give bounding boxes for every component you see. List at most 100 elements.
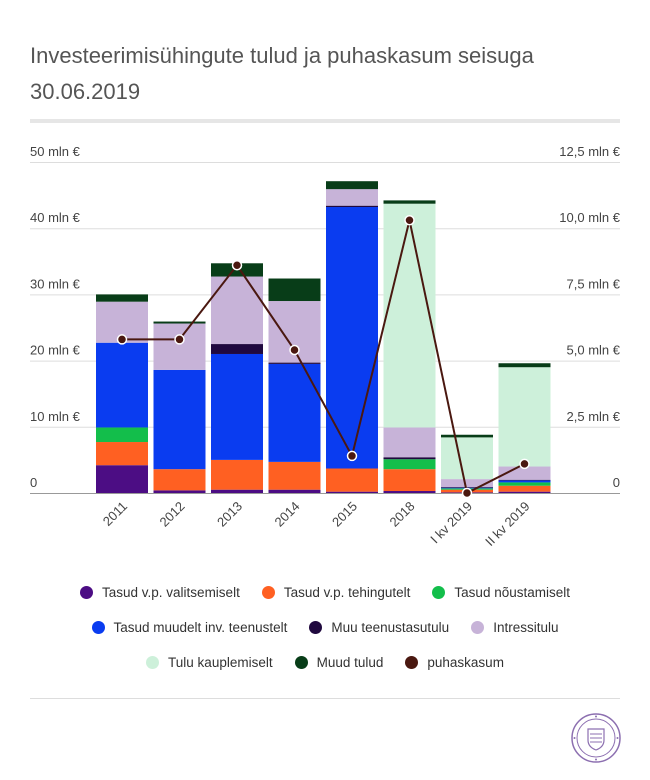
- legend: Tasud v.p. valitsemiselt Tasud v.p. tehin…: [30, 575, 620, 680]
- line-point: [116, 334, 128, 345]
- bar-segment: [211, 489, 263, 493]
- series-line-puhaskasum: [122, 220, 525, 495]
- bar-segment: [441, 434, 493, 438]
- legend-item: Tasud v.p. tehingutelt: [261, 585, 411, 600]
- legend-swatch: [405, 656, 419, 669]
- bar-segment: [498, 367, 551, 467]
- seal-logo-icon: [571, 713, 621, 763]
- bar-segment: [383, 203, 436, 428]
- bar-segment: [383, 459, 436, 470]
- bar-segment: [268, 363, 321, 462]
- legend-item: Tasud v.p. valitsemiselt: [80, 585, 240, 600]
- bar-segment: [96, 294, 148, 302]
- legend-label: Tasud nõustamiselt: [454, 585, 570, 600]
- bar-segment: [326, 491, 378, 493]
- legend-label: Tasud muudelt inv. teenustelt: [113, 620, 288, 635]
- bar-segment: [498, 491, 551, 493]
- legend-item: Tasud muudelt inv. teenustelt: [91, 620, 288, 635]
- bar-segment: [96, 465, 148, 493]
- chart-title: Investeerimisühingute tulud ja puhaskasu…: [30, 43, 534, 104]
- legend-label: Tasud v.p. valitsemiselt: [102, 585, 240, 600]
- line-point: [461, 487, 473, 499]
- legend-row: Tasud muudelt inv. teenustelt Muu teenust…: [30, 610, 620, 645]
- line-point: [231, 260, 243, 271]
- bar-segment: [153, 490, 206, 493]
- legend-swatch: [91, 621, 105, 634]
- bar-segment: [211, 276, 263, 345]
- bar-segment: [326, 205, 378, 208]
- bottom-divider: [30, 698, 620, 699]
- bar-segment: [498, 480, 551, 483]
- bar-segment: [153, 321, 206, 324]
- bar-segment: [383, 469, 436, 492]
- legend-swatch: [432, 586, 446, 599]
- legend-item: Tulu kauplemiselt: [146, 655, 273, 670]
- y-tick-label: 0: [30, 475, 37, 490]
- bar-segment: [383, 427, 436, 458]
- y-tick-label: 50 mln €: [30, 144, 81, 159]
- legend-label: Tasud v.p. tehingutelt: [283, 585, 411, 600]
- x-tick-label: 2012: [157, 499, 188, 530]
- line-point: [519, 458, 530, 470]
- x-tick-label: 2014: [272, 499, 303, 530]
- bar-segment: [211, 353, 263, 460]
- bar-segment: [153, 469, 206, 491]
- bar-segment: [96, 427, 148, 443]
- x-tick-label: 2013: [214, 499, 245, 530]
- bar-segment: [153, 369, 206, 470]
- bar-segment: [441, 487, 493, 488]
- bar-segment: [441, 479, 493, 488]
- bar-segment: [383, 200, 436, 204]
- y-tick-label: 10 mln €: [30, 409, 81, 424]
- bar-segment: [326, 181, 378, 190]
- bar-segment: [326, 189, 378, 206]
- y2-tick-label: 12,5 mln €: [559, 144, 620, 159]
- x-tick-label: I kv 2019: [427, 499, 475, 547]
- x-tick-label: 2011: [100, 499, 130, 529]
- legend-swatch: [309, 621, 323, 634]
- bar-segment: [498, 363, 551, 368]
- bar-segment: [211, 344, 263, 354]
- bar-segment: [268, 278, 321, 302]
- legend-swatch: [261, 586, 275, 599]
- legend-label: Intressitulu: [493, 620, 559, 635]
- bar-segment: [326, 468, 378, 492]
- legend-item: puhaskasum: [405, 655, 504, 670]
- legend-swatch: [80, 586, 94, 599]
- y2-tick-label: 10,0 mln €: [559, 210, 620, 225]
- x-tick-label: II kv 2019: [482, 499, 532, 549]
- bar-segment: [498, 482, 551, 486]
- bar-segment: [96, 442, 148, 466]
- bar-segment: [441, 437, 493, 480]
- line-point: [404, 215, 415, 226]
- bar-segment: [498, 485, 551, 492]
- legend-item: Muu teenustasutulu: [309, 620, 449, 635]
- legend-swatch: [471, 621, 485, 634]
- legend-swatch: [146, 656, 160, 669]
- y-tick-label: 20 mln €: [30, 343, 81, 358]
- y-tick-label: 40 mln €: [30, 210, 81, 225]
- y2-tick-label: 7,5 mln €: [567, 276, 621, 291]
- bar-segment: [153, 323, 206, 370]
- y2-tick-label: 2,5 mln €: [567, 409, 621, 424]
- legend-label: Tulu kauplemiselt: [168, 655, 273, 670]
- legend-row: Tulu kauplemiselt Muud tulud puhaskasum: [30, 645, 620, 680]
- line-point: [346, 450, 358, 462]
- chart-area: 0 10 mln € 20 mln € 30 mln € 40 mln € 50 mln …: [30, 144, 621, 549]
- legend-row: Tasud v.p. valitsemiselt Tasud v.p. tehin…: [30, 575, 620, 610]
- y-tick-label: 30 mln €: [30, 276, 81, 291]
- bar-segment: [498, 479, 551, 481]
- line-point: [289, 344, 300, 356]
- legend-swatch: [294, 656, 308, 669]
- legend-label: Muu teenustasutulu: [331, 620, 450, 635]
- legend-label: Muud tulud: [316, 655, 384, 670]
- bar-segment: [211, 459, 263, 490]
- legend-item: Tasud nõustamiselt: [432, 585, 570, 600]
- legend-item: Muud tulud: [294, 655, 384, 670]
- legend-label: puhaskasum: [427, 655, 504, 670]
- line-point: [174, 334, 185, 345]
- title-divider: [30, 119, 620, 123]
- x-tick-label: 2018: [387, 499, 418, 530]
- legend-item: Intressitulu: [471, 620, 558, 635]
- bar-segment: [383, 491, 436, 493]
